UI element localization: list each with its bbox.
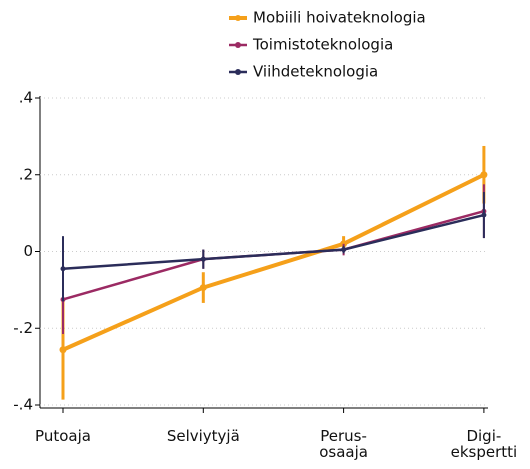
marker [480, 171, 488, 179]
legend-marker [235, 69, 241, 75]
y-tick-label: -.2 [13, 319, 33, 337]
series-line [62, 172, 485, 352]
marker [200, 256, 206, 262]
x-tick-label: Selviytyjä [166, 427, 240, 445]
y-tick-label: .2 [19, 165, 33, 183]
y-tick-label: .4 [19, 89, 33, 107]
x-tick-label: Digi- ekspertti [450, 427, 518, 461]
y-tick-label: -.4 [13, 396, 33, 414]
legend-label: Viihdeteknologia [253, 63, 378, 81]
legend-label: Mobiili hoivateknologia [253, 9, 426, 27]
marker [341, 247, 347, 253]
marker [59, 346, 67, 354]
series-line [62, 213, 485, 271]
marker [60, 266, 66, 272]
legend-label: Toimistoteknologia [252, 36, 393, 54]
legend-marker [235, 15, 241, 21]
marker [481, 212, 487, 218]
x-tick-label: Putoaja [35, 427, 91, 445]
x-tick-label: Perus- osaaja [319, 427, 368, 461]
y-tick-label: 0 [23, 242, 33, 260]
legend-marker [235, 42, 241, 48]
marker [199, 284, 207, 292]
